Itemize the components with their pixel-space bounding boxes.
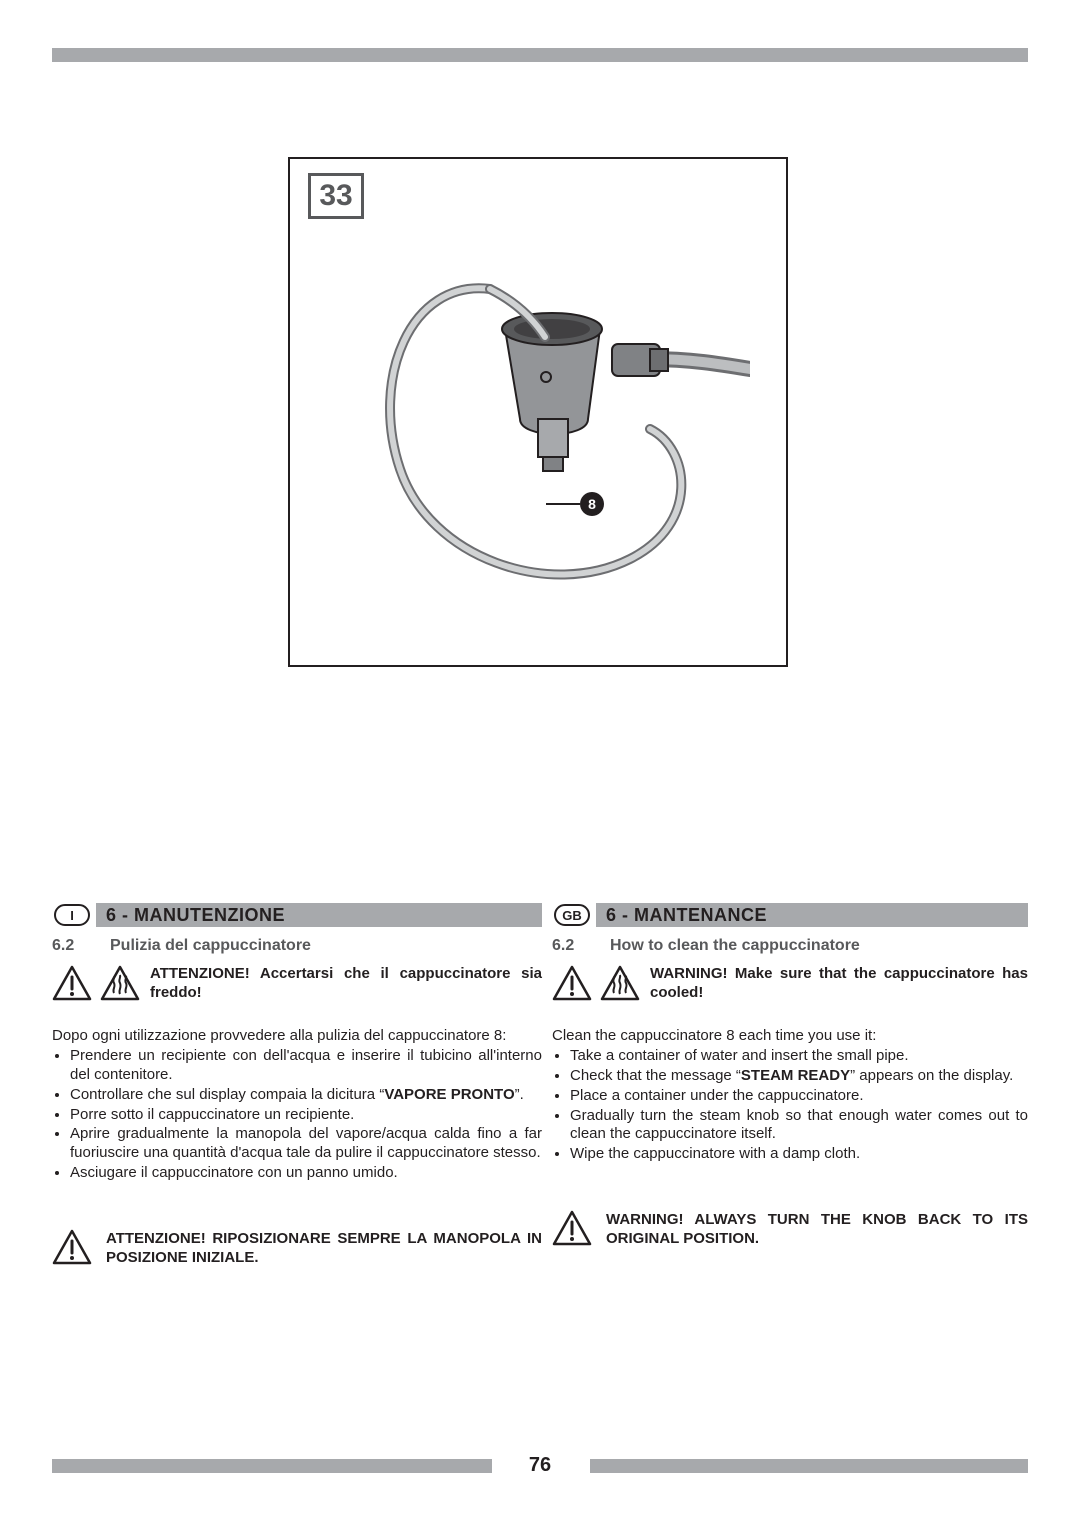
warning-text: WARNING! Make sure that the cappuccinato…: [650, 965, 1028, 1003]
list-item: Prendere un recipiente con dell'acqua e …: [70, 1047, 542, 1085]
warning-text: ATTENZIONE! Accertarsi che il cappuccina…: [150, 965, 542, 1003]
warning-text: WARNING! ALWAYS TURN THE KNOB BACK TO IT…: [606, 1210, 1028, 1249]
warning-icons: [52, 965, 140, 1001]
list-item: Check that the message “STEAM READY” app…: [570, 1067, 1028, 1086]
section-title-bar: 6 - MANUTENZIONE: [96, 903, 542, 927]
list-item: Wipe the cappuccinatore with a damp clot…: [570, 1145, 1028, 1164]
warning-row-final: WARNING! ALWAYS TURN THE KNOB BACK TO IT…: [552, 1210, 1028, 1249]
callout-badge: 8: [580, 492, 604, 516]
section-title: 6 - MANTENANCE: [606, 905, 767, 926]
warning-triangle-icon: [552, 965, 592, 1001]
warning-text: ATTENZIONE! RIPOSIZIONARE SEMPRE LA MANO…: [106, 1229, 542, 1268]
list-item: Controllare che sul display compaia la d…: [70, 1086, 542, 1105]
warning-triangle-icon: [552, 1210, 592, 1246]
list-item: Take a container of water and insert the…: [570, 1047, 1028, 1066]
section-title: 6 - MANUTENZIONE: [106, 905, 285, 926]
section-title-bar: 6 - MANTENANCE: [596, 903, 1028, 927]
callout-leader: [546, 503, 580, 505]
section-english: GB 6 - MANTENANCE 6.2 How to clean the c…: [552, 903, 1028, 1249]
warning-row: ATTENZIONE! Accertarsi che il cappuccina…: [52, 965, 542, 1003]
hot-surface-icon: [600, 965, 640, 1001]
cappuccinatore-illustration: [350, 219, 750, 619]
subsection-title: Pulizia del cappuccinatore: [110, 937, 311, 955]
instruction-list: Prendere un recipiente con dell'acqua e …: [70, 1047, 542, 1182]
list-item: Aprire gradualmente la manopola del vapo…: [70, 1125, 542, 1163]
lang-badge-gb: GB: [554, 904, 590, 926]
instruction-list: Take a container of water and insert the…: [570, 1047, 1028, 1164]
subsection-number: 6.2: [52, 937, 86, 955]
list-item: Asciugare il cappuccinatore con un panno…: [70, 1164, 542, 1183]
intro-text: Dopo ogni utilizzazione provvedere alla …: [52, 1027, 542, 1046]
subsection-title: How to clean the cappuccinatore: [610, 937, 860, 955]
list-item: Place a container under the cappuccinato…: [570, 1087, 1028, 1106]
warning-icons: [552, 965, 640, 1001]
section-header: GB 6 - MANTENANCE: [552, 903, 1028, 927]
hot-surface-icon: [100, 965, 140, 1001]
manual-page: 76 33: [0, 0, 1080, 1527]
subsection-number: 6.2: [552, 937, 586, 955]
top-rule: [52, 48, 1028, 62]
list-item: Porre sotto il cappuccinatore un recipie…: [70, 1106, 542, 1125]
figure-33: 33 8: [288, 157, 788, 667]
warning-triangle-icon: [52, 965, 92, 1001]
section-italian: I 6 - MANUTENZIONE 6.2 Pulizia del cappu…: [52, 903, 542, 1268]
lang-badge-it: I: [54, 904, 90, 926]
page-number: 76: [0, 1454, 1080, 1477]
subsection-heading: 6.2 How to clean the cappuccinatore: [552, 937, 1028, 955]
warning-triangle-icon: [52, 1229, 92, 1265]
subsection-heading: 6.2 Pulizia del cappuccinatore: [52, 937, 542, 955]
list-item: Gradually turn the steam knob so that en…: [570, 1107, 1028, 1145]
intro-text: Clean the cappuccinatore 8 each time you…: [552, 1027, 1028, 1046]
section-header: I 6 - MANUTENZIONE: [52, 903, 542, 927]
warning-row: WARNING! Make sure that the cappuccinato…: [552, 965, 1028, 1003]
callout-number: 8: [588, 496, 596, 512]
figure-number: 33: [319, 179, 352, 213]
warning-row-final: ATTENZIONE! RIPOSIZIONARE SEMPRE LA MANO…: [52, 1229, 542, 1268]
figure-number-box: 33: [308, 173, 364, 219]
